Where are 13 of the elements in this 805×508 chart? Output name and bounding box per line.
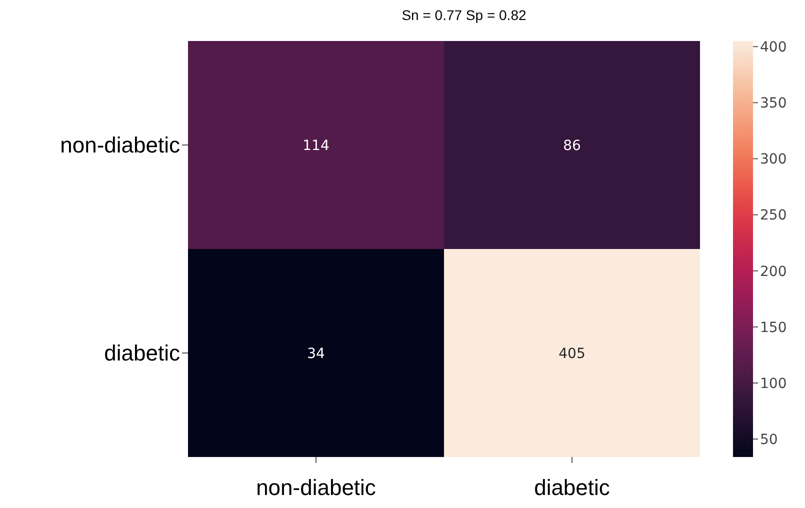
color-bar-label: 400 [760, 40, 787, 56]
color-bar-label: 200 [760, 264, 787, 280]
color-bar-label: 300 [760, 152, 787, 168]
color-bar-label: 250 [760, 208, 787, 224]
data-label: 86 [563, 138, 581, 154]
chart-title: Sn = 0.77 Sp = 0.82 [402, 7, 526, 23]
data-label: 114 [302, 138, 330, 154]
data-label: 405 [558, 346, 586, 362]
color-bar-label: 150 [760, 320, 787, 336]
color-bar-label: 100 [760, 376, 787, 392]
data-label: 34 [307, 346, 325, 362]
color-bar-label: 350 [760, 96, 787, 112]
color-bar-label: 50 [760, 432, 778, 448]
